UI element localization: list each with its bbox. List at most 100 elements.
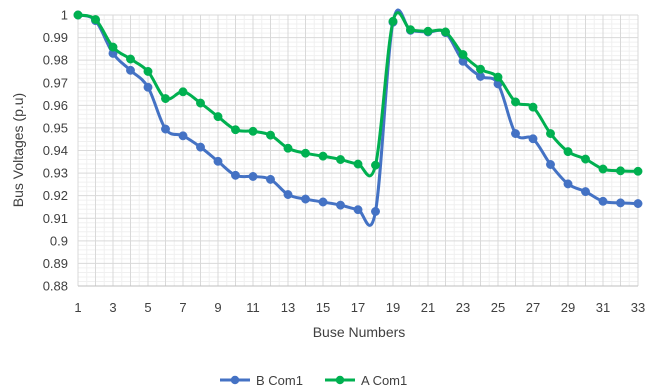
data-point-a-com1: [196, 98, 205, 108]
data-point-b-com1: [546, 160, 555, 169]
x-tick-label: 7: [179, 300, 186, 315]
data-point-a-com1: [143, 67, 153, 76]
data-point-a-com1: [493, 72, 503, 82]
y-tick-label: 0.92: [43, 188, 68, 203]
legend-item-a-com1: A Com1: [325, 373, 407, 388]
y-tick-label: 0.96: [43, 98, 68, 113]
data-point-b-com1: [511, 129, 520, 139]
data-point-b-com1: [353, 205, 363, 215]
data-point-b-com1: [178, 131, 188, 141]
data-point-a-com1: [161, 94, 170, 104]
data-point-b-com1: [126, 65, 135, 75]
y-tick-label: 0.98: [43, 53, 68, 68]
y-tick-label: 0.9: [50, 233, 68, 248]
data-point-b-com1: [336, 200, 345, 210]
data-point-a-com1: [458, 50, 468, 59]
data-point-b-com1: [598, 196, 608, 206]
y-tick-labels: 0.88 0.89 0.9 0.91 0.92 0.93 0.94 0.95 0.96 0.97 0…: [43, 8, 68, 294]
y-tick-label: 0.89: [43, 256, 68, 271]
legend-label: B Com1: [256, 373, 303, 388]
x-tick-label: 1: [74, 300, 81, 315]
data-point-a-com1: [301, 148, 310, 158]
y-tick-label: 0.94: [43, 143, 68, 158]
data-point-a-com1: [178, 87, 188, 97]
data-point-a-com1: [108, 42, 118, 52]
x-tick-label: 15: [316, 300, 330, 315]
data-point-a-com1: [283, 143, 293, 153]
data-point-b-com1: [318, 197, 328, 207]
data-point-b-com1: [616, 198, 625, 208]
y-tick-label: 0.99: [43, 30, 68, 45]
data-point-a-com1: [633, 166, 643, 176]
data-point-a-com1: [231, 125, 240, 135]
y-tick-label: 1: [61, 8, 68, 23]
data-point-a-com1: [91, 15, 100, 24]
legend-swatch-marker: [230, 375, 240, 385]
data-point-a-com1: [248, 126, 258, 136]
data-point-b-com1: [213, 156, 223, 166]
data-point-a-com1: [213, 112, 223, 122]
x-tick-labels: 1 3 5 7 9 11 13 15 17 19 21 23 25 27 29 31 33: [74, 300, 645, 315]
data-point-b-com1: [231, 170, 240, 180]
series-layer: [73, 8, 643, 227]
series-line-b-com1: [76, 8, 640, 227]
x-tick-label: 29: [561, 300, 575, 315]
y-axis-title: Bus Voltages (p.u): [10, 93, 26, 207]
y-tick-label: 0.88: [43, 279, 68, 294]
x-tick-label: 3: [109, 300, 116, 315]
x-tick-label: 21: [421, 300, 435, 315]
data-point-a-com1: [441, 27, 450, 37]
data-point-a-com1: [528, 102, 538, 112]
x-tick-label: 17: [351, 300, 365, 315]
series-a-com1: [73, 10, 643, 178]
x-axis-title: Buse Numbers: [313, 324, 406, 340]
x-tick-label: 5: [144, 300, 151, 315]
y-tick-label: 0.95: [43, 120, 68, 135]
data-point-b-com1: [528, 134, 538, 144]
data-point-b-com1: [283, 190, 293, 199]
data-point-a-com1: [581, 154, 590, 164]
data-point-b-com1: [301, 194, 310, 204]
x-tick-label: 23: [456, 300, 470, 315]
data-point-b-com1: [161, 124, 170, 134]
data-point-a-com1: [371, 160, 380, 170]
y-tick-label: 0.97: [43, 75, 68, 90]
data-point-a-com1: [616, 166, 625, 176]
data-point-a-com1: [598, 164, 608, 174]
data-point-a-com1: [388, 16, 398, 26]
y-tick-label: 0.91: [43, 211, 68, 226]
data-point-a-com1: [266, 130, 275, 140]
data-point-b-com1: [563, 179, 573, 189]
x-tick-label: 11: [246, 300, 260, 315]
legend-swatch-marker: [335, 375, 345, 385]
x-tick-label: 33: [631, 300, 645, 315]
data-point-a-com1: [546, 129, 555, 139]
data-point-b-com1: [633, 199, 643, 209]
data-point-b-com1: [143, 82, 153, 92]
x-tick-label: 9: [214, 300, 221, 315]
data-point-a-com1: [476, 64, 485, 74]
data-point-b-com1: [581, 187, 590, 197]
data-point-a-com1: [423, 26, 433, 36]
legend: B Com1 A Com1: [220, 373, 407, 388]
x-tick-label: 13: [281, 300, 295, 315]
data-point-a-com1: [563, 147, 573, 157]
x-tick-label: 27: [526, 300, 540, 315]
data-point-b-com1: [371, 207, 380, 216]
data-point-a-com1: [353, 159, 363, 169]
x-tick-label: 19: [386, 300, 400, 315]
y-tick-label: 0.93: [43, 166, 68, 181]
data-point-a-com1: [318, 151, 328, 161]
data-point-a-com1: [126, 54, 135, 64]
data-point-a-com1: [406, 25, 415, 35]
data-point-a-com1: [73, 10, 83, 20]
data-point-b-com1: [266, 174, 275, 184]
x-tick-label: 25: [491, 300, 505, 315]
data-point-b-com1: [248, 172, 258, 181]
data-point-a-com1: [511, 97, 520, 107]
legend-label: A Com1: [361, 373, 407, 388]
data-point-b-com1: [196, 142, 205, 152]
data-point-a-com1: [336, 155, 345, 164]
legend-item-b-com1: B Com1: [220, 373, 303, 388]
